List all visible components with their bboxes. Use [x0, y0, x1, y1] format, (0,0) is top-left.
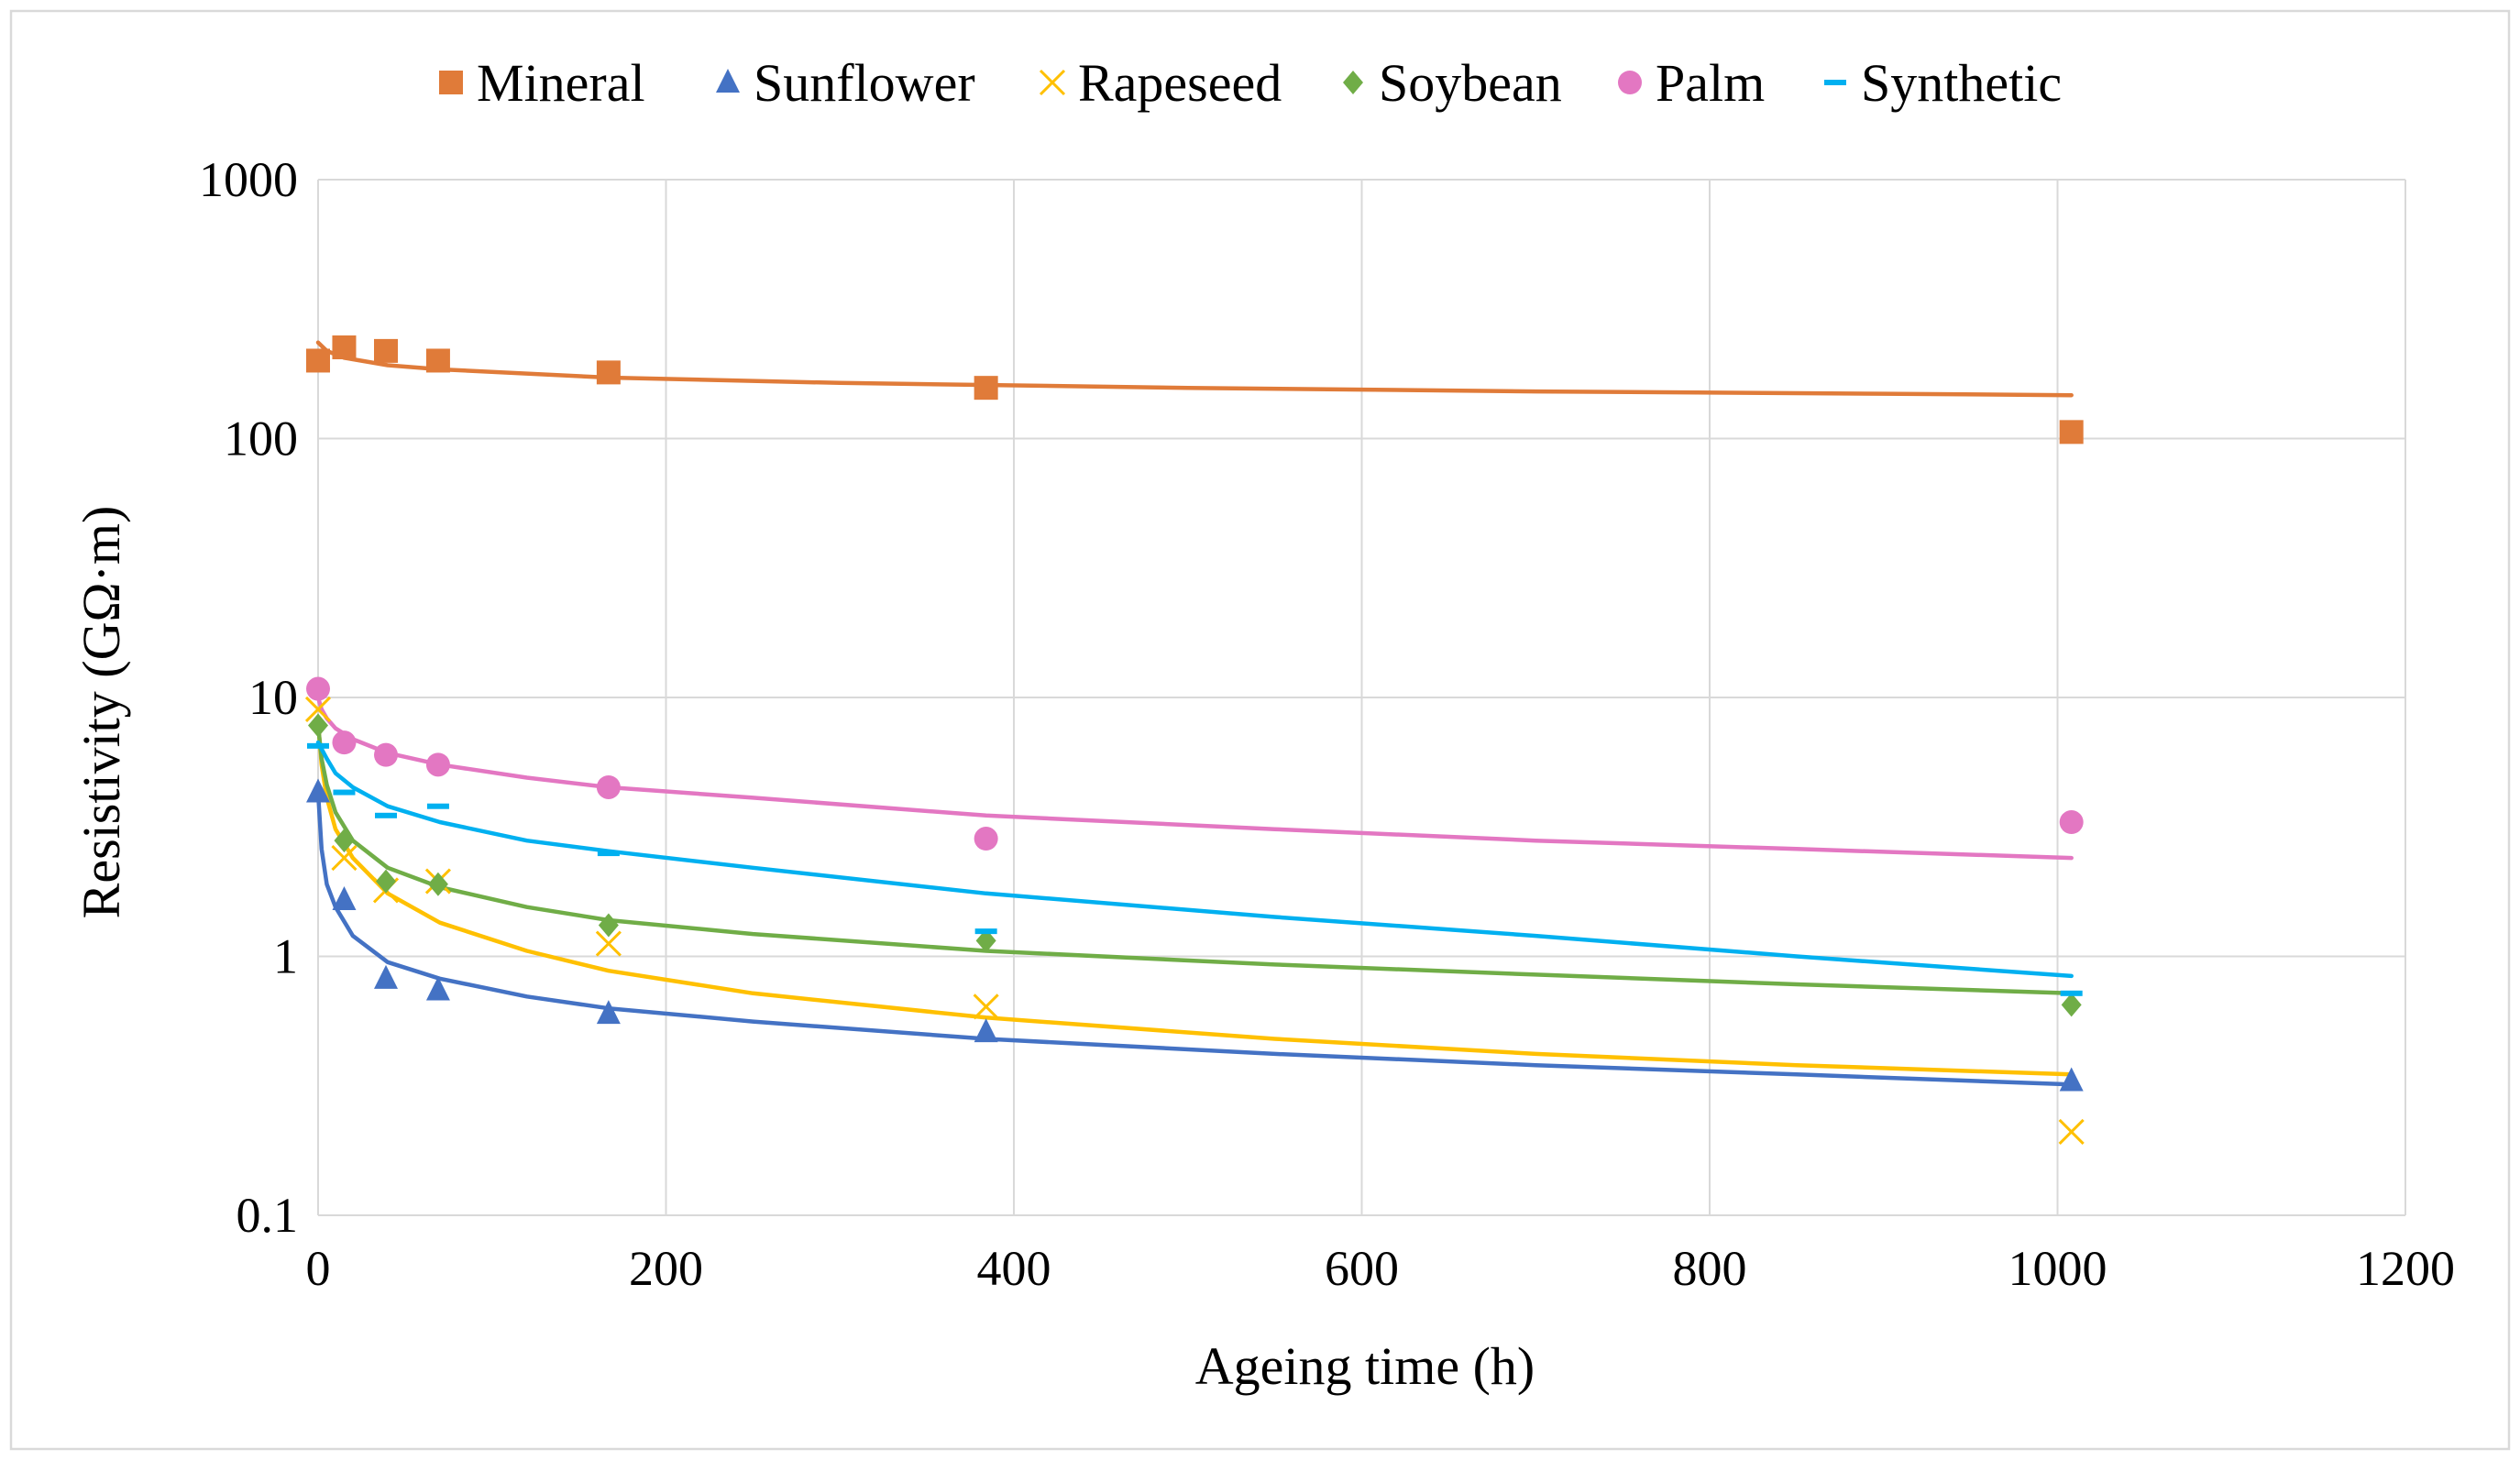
legend-label: Soybean — [1379, 53, 1562, 113]
y-tick-label: 10 — [248, 670, 298, 725]
x-tick-label: 200 — [629, 1241, 703, 1296]
x-tick-label: 600 — [1325, 1241, 1399, 1296]
legend-label: Mineral — [477, 53, 645, 113]
legend-item-palm: Palm — [1618, 53, 1765, 113]
legend-item-mineral: Mineral — [439, 53, 645, 113]
point-rapeseed — [973, 993, 999, 1020]
legend-item-rapeseed: Rapeseed — [1039, 53, 1282, 113]
point-rapeseed — [304, 696, 332, 722]
point-mineral — [596, 360, 621, 385]
point-synthetic — [2060, 990, 2083, 996]
point-synthetic — [597, 851, 620, 857]
x-axis-title: Ageing time (h) — [1195, 1336, 1535, 1396]
point-mineral — [306, 348, 330, 373]
point-sunflower — [2059, 1067, 2084, 1092]
point-soybean — [2061, 993, 2082, 1017]
data-markers — [304, 335, 2085, 1146]
point-rapeseed — [331, 845, 358, 872]
x-tick-label: 1000 — [2008, 1241, 2107, 1296]
point-mineral — [425, 348, 450, 373]
point-palm — [596, 774, 621, 799]
legend-item-synthetic: Synthetic — [1824, 53, 2062, 113]
y-tick-label: 0.1 — [237, 1188, 299, 1243]
legend-marker-rapeseed — [1039, 69, 1066, 96]
point-mineral — [2059, 420, 2084, 445]
trendline-mineral — [315, 340, 2074, 398]
x-tick-label: 1200 — [2356, 1241, 2455, 1296]
point-rapeseed — [595, 930, 622, 957]
trendline-synthetic — [315, 740, 2074, 979]
point-palm — [306, 676, 330, 701]
trendline-sunflower — [315, 790, 2074, 1087]
point-palm — [425, 752, 450, 777]
legend-label: Rapeseed — [1078, 53, 1282, 113]
trend-lines — [315, 340, 2074, 1087]
trendline-soybean — [315, 723, 2074, 996]
point-palm — [374, 742, 399, 767]
point-synthetic — [974, 928, 997, 935]
x-tick-label: 0 — [306, 1241, 331, 1296]
legend-marker-sunflower — [716, 69, 740, 93]
point-mineral — [374, 338, 399, 363]
legend-item-sunflower: Sunflower — [716, 53, 975, 113]
point-soybean — [598, 913, 619, 938]
legend-label: Synthetic — [1861, 53, 2062, 113]
y-axis-ticks: 0.1 1 10 100 1000 — [199, 152, 298, 1243]
legend-label: Sunflower — [754, 53, 975, 113]
x-tick-label: 400 — [977, 1241, 1051, 1296]
x-axis-ticks: 0 200 400 600 800 1000 1200 — [306, 1241, 2456, 1296]
point-palm — [2059, 810, 2084, 835]
point-soybean — [334, 829, 355, 853]
point-synthetic — [333, 789, 356, 796]
point-rapeseed — [2058, 1118, 2085, 1146]
gridlines — [317, 179, 2406, 1216]
point-mineral — [332, 335, 357, 360]
point-sunflower — [974, 1018, 998, 1043]
trendline-rapeseed — [315, 720, 2074, 1077]
point-soybean — [308, 713, 328, 738]
point-soybean — [427, 872, 448, 896]
legend-marker-soybean — [1343, 71, 1363, 94]
legend-item-soybean: Soybean — [1343, 53, 1562, 113]
trendline-palm — [315, 695, 2074, 861]
point-synthetic — [426, 803, 449, 809]
point-sunflower — [332, 886, 357, 911]
point-soybean — [975, 928, 996, 953]
legend-marker-palm — [1618, 71, 1642, 94]
point-mineral — [974, 376, 998, 401]
point-synthetic — [307, 742, 329, 749]
chart-border — [9, 9, 2511, 1451]
y-tick-label: 100 — [224, 412, 298, 467]
point-sunflower — [425, 976, 450, 1001]
point-palm — [974, 827, 998, 851]
point-sunflower — [306, 778, 330, 803]
legend-marker-mineral — [439, 71, 463, 94]
y-tick-label: 1 — [273, 929, 298, 984]
x-tick-label: 800 — [1673, 1241, 1747, 1296]
legend-marker-synthetic — [1824, 80, 1846, 85]
y-tick-label: 1000 — [199, 152, 298, 207]
point-soybean — [376, 869, 397, 894]
point-sunflower — [374, 964, 399, 989]
legend-label: Palm — [1656, 53, 1765, 113]
point-synthetic — [375, 812, 398, 818]
y-axis-title: Resistivity (GΩ·m) — [72, 506, 131, 919]
point-sunflower — [596, 1000, 621, 1025]
point-palm — [332, 730, 357, 755]
legend: Mineral Sunflower Rapeseed Soybean Palm Synth… — [439, 53, 2062, 113]
